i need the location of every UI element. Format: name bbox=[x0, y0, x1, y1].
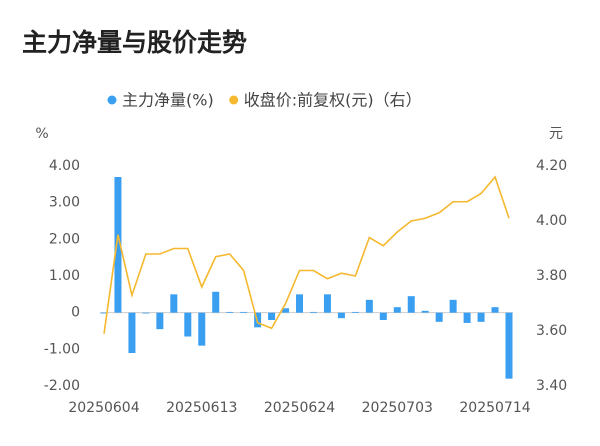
bar bbox=[226, 311, 234, 313]
bar bbox=[156, 312, 164, 330]
y2-tick-label: 3.60 bbox=[536, 323, 567, 339]
bar bbox=[421, 310, 429, 313]
x-tick-label: 20250703 bbox=[362, 400, 433, 416]
bar bbox=[114, 177, 122, 313]
bar bbox=[100, 312, 108, 314]
y-tick-label: -2.00 bbox=[44, 378, 80, 394]
bar bbox=[337, 312, 345, 319]
bar bbox=[184, 312, 192, 337]
bar bbox=[351, 311, 359, 313]
bar bbox=[365, 299, 373, 313]
y-tick-label: 2.00 bbox=[49, 231, 80, 247]
bar bbox=[449, 299, 457, 313]
legend-label: 收盘价:前复权(元)（右） bbox=[244, 91, 422, 110]
y-tick-label: 4.00 bbox=[49, 158, 80, 174]
bar bbox=[240, 311, 248, 313]
y2-tick-label: 4.00 bbox=[536, 213, 567, 229]
y-tick-label: 1.00 bbox=[49, 268, 80, 284]
legend-label: 主力净量(%) bbox=[122, 91, 214, 110]
x-tick-label: 20250604 bbox=[68, 400, 139, 416]
y-tick-label: 3.00 bbox=[49, 195, 80, 211]
bar bbox=[491, 307, 499, 313]
bar bbox=[379, 312, 387, 320]
bar bbox=[309, 311, 317, 313]
bar bbox=[268, 312, 276, 320]
bar bbox=[323, 294, 331, 313]
bar bbox=[435, 312, 443, 322]
bar bbox=[505, 312, 513, 379]
y2-axis-label: 元 bbox=[549, 126, 563, 142]
chart-title: 主力净量与股价走势 bbox=[22, 28, 247, 57]
bar bbox=[142, 312, 150, 314]
bar bbox=[296, 294, 304, 313]
x-tick-label: 20250613 bbox=[166, 400, 237, 416]
y-axis-label: % bbox=[35, 126, 48, 142]
legend-marker bbox=[107, 95, 117, 105]
y-tick-label: -1.00 bbox=[44, 341, 80, 357]
y2-tick-label: 4.20 bbox=[536, 158, 567, 174]
bar bbox=[170, 294, 178, 313]
bar bbox=[393, 307, 401, 313]
y2-tick-label: 3.80 bbox=[536, 268, 567, 284]
bar bbox=[477, 312, 485, 322]
bar bbox=[407, 296, 415, 313]
y2-tick-label: 3.40 bbox=[536, 378, 567, 394]
x-tick-label: 20250624 bbox=[264, 400, 335, 416]
bar bbox=[198, 312, 206, 346]
bar bbox=[128, 312, 136, 353]
price-line bbox=[103, 175, 510, 334]
y-tick-label: 0 bbox=[71, 305, 80, 321]
bar bbox=[212, 291, 220, 313]
legend-marker bbox=[229, 95, 239, 105]
x-tick-label: 20250714 bbox=[459, 400, 530, 416]
bar bbox=[463, 312, 471, 323]
bar bbox=[282, 308, 290, 313]
